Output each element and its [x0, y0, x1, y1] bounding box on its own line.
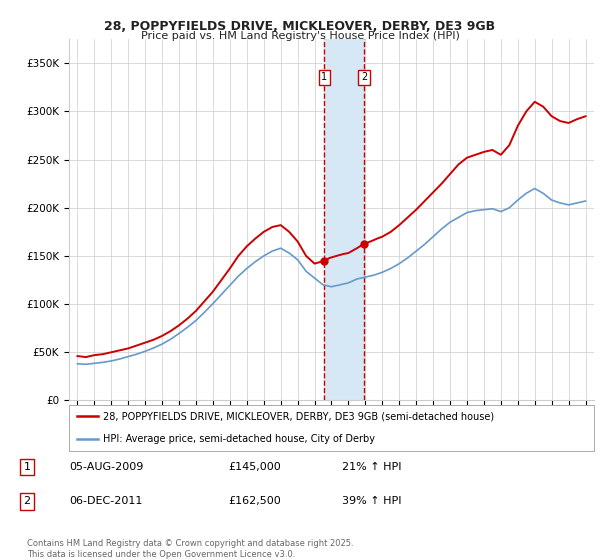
Text: 05-AUG-2009: 05-AUG-2009	[69, 462, 143, 472]
Text: 06-DEC-2011: 06-DEC-2011	[69, 496, 142, 506]
Text: 1: 1	[23, 462, 31, 472]
Text: Price paid vs. HM Land Registry's House Price Index (HPI): Price paid vs. HM Land Registry's House …	[140, 31, 460, 41]
Text: 1: 1	[322, 72, 328, 82]
Text: 28, POPPYFIELDS DRIVE, MICKLEOVER, DERBY, DE3 9GB: 28, POPPYFIELDS DRIVE, MICKLEOVER, DERBY…	[104, 20, 496, 32]
Text: £145,000: £145,000	[228, 462, 281, 472]
Text: £162,500: £162,500	[228, 496, 281, 506]
Text: 21% ↑ HPI: 21% ↑ HPI	[342, 462, 401, 472]
Text: Contains HM Land Registry data © Crown copyright and database right 2025.
This d: Contains HM Land Registry data © Crown c…	[27, 539, 353, 559]
Text: 39% ↑ HPI: 39% ↑ HPI	[342, 496, 401, 506]
Text: 28, POPPYFIELDS DRIVE, MICKLEOVER, DERBY, DE3 9GB (semi-detached house): 28, POPPYFIELDS DRIVE, MICKLEOVER, DERBY…	[103, 412, 494, 421]
Text: 2: 2	[23, 496, 31, 506]
Bar	[325, 39, 364, 400]
Text: 2: 2	[361, 72, 367, 82]
Text: HPI: Average price, semi-detached house, City of Derby: HPI: Average price, semi-detached house,…	[103, 435, 375, 444]
